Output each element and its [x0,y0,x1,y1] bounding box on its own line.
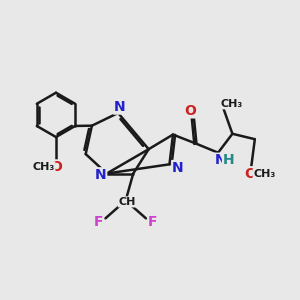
Text: CH₃: CH₃ [33,162,55,172]
Text: N: N [214,153,226,167]
Text: O: O [50,160,62,174]
Text: O: O [244,167,256,181]
Text: H: H [223,153,234,167]
Text: N: N [114,100,125,114]
Text: CH₃: CH₃ [220,99,243,109]
Text: F: F [148,214,158,229]
Text: F: F [94,214,104,229]
Text: N: N [172,160,183,175]
Text: CH₃: CH₃ [253,169,275,179]
Text: O: O [184,104,196,118]
Text: N: N [95,168,106,182]
Text: CH: CH [118,197,136,207]
